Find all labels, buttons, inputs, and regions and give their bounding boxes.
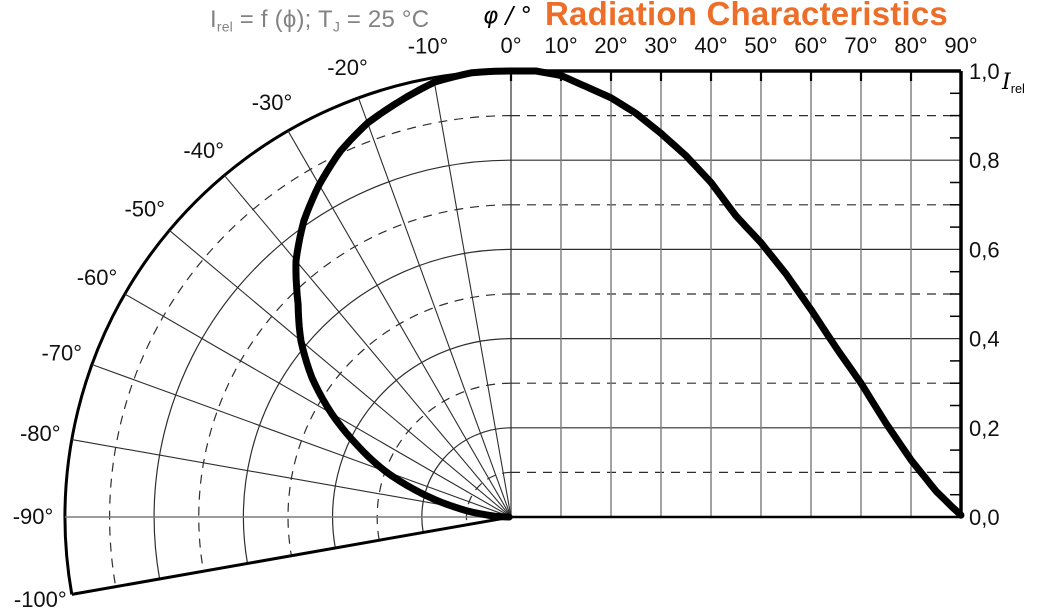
x-tick-label: 80° (894, 33, 927, 58)
x-tick-label: 50° (744, 33, 777, 58)
polar-ray (287, 130, 512, 518)
polar-arc-dashed (109, 115, 512, 587)
axis-labels: 0° 10° 20° 30° 40° 50° 60° 70° 80° 90°1,0 0,8 0,6 0,… (13, 33, 1000, 612)
y-axis-title: Irel (1002, 69, 1025, 96)
y-tick-label: 0,4 (969, 327, 1000, 352)
polar-tick-label: -100° (14, 587, 67, 612)
y-tick-label: 0,8 (969, 148, 1000, 173)
polar-tick-label: -70° (41, 341, 82, 366)
x-tick-label: 70° (844, 33, 877, 58)
polar-ray (357, 97, 512, 518)
subscript-text: J (332, 18, 340, 35)
x-tick-label: 90° (944, 33, 977, 58)
text-fragment: I (1002, 70, 1011, 95)
text-fragment: = 25 °C (339, 6, 430, 33)
polar-ray (91, 363, 512, 518)
polar-tick-label: -90° (13, 504, 54, 529)
subscript-text: rel (1010, 81, 1025, 97)
y-tick-label: 0,0 (969, 505, 1000, 530)
x-axis-title: φ / ° (483, 3, 533, 29)
chart-subtitle: Irel = f (ϕ); TJ = 25 °C (210, 6, 429, 34)
text-fragment: = f (ϕ); T (232, 6, 333, 33)
polar-ray (168, 229, 512, 518)
polar-tick-label: -20° (327, 55, 368, 80)
y-tick-label: 0,6 (969, 237, 1000, 262)
x-tick-label: 20° (594, 33, 627, 58)
polar-tick-label: -30° (252, 90, 293, 115)
polar-tick-label: -40° (183, 138, 224, 163)
y-tick-label: 1,0 (969, 59, 1000, 84)
text-fragment: I (210, 6, 217, 33)
polar-ray (433, 77, 512, 518)
polar-ray (223, 174, 512, 518)
y-tick-label: 0,2 (969, 416, 1000, 441)
polar-boundary-ray (71, 515, 512, 596)
x-tick-label: 30° (644, 33, 677, 58)
polar-tick-label: -50° (124, 197, 165, 222)
x-tick-label: 40° (694, 33, 727, 58)
polar-tick-label: -60° (77, 265, 118, 290)
polar-tick-label: -10° (408, 33, 449, 58)
polar-grid (63, 69, 512, 596)
cartesian-grid (509, 69, 963, 519)
radiation-curve (292, 67, 965, 521)
x-tick-label: 10° (544, 33, 577, 58)
irel-curve (292, 67, 965, 521)
x-tick-label: 0° (500, 33, 521, 58)
chart-title: Radiation Characteristics (545, 0, 948, 32)
polar-tick-label: -80° (20, 421, 61, 446)
polar-ray (124, 293, 512, 518)
x-tick-label: 60° (794, 33, 827, 58)
subscript-text: rel (216, 18, 233, 35)
